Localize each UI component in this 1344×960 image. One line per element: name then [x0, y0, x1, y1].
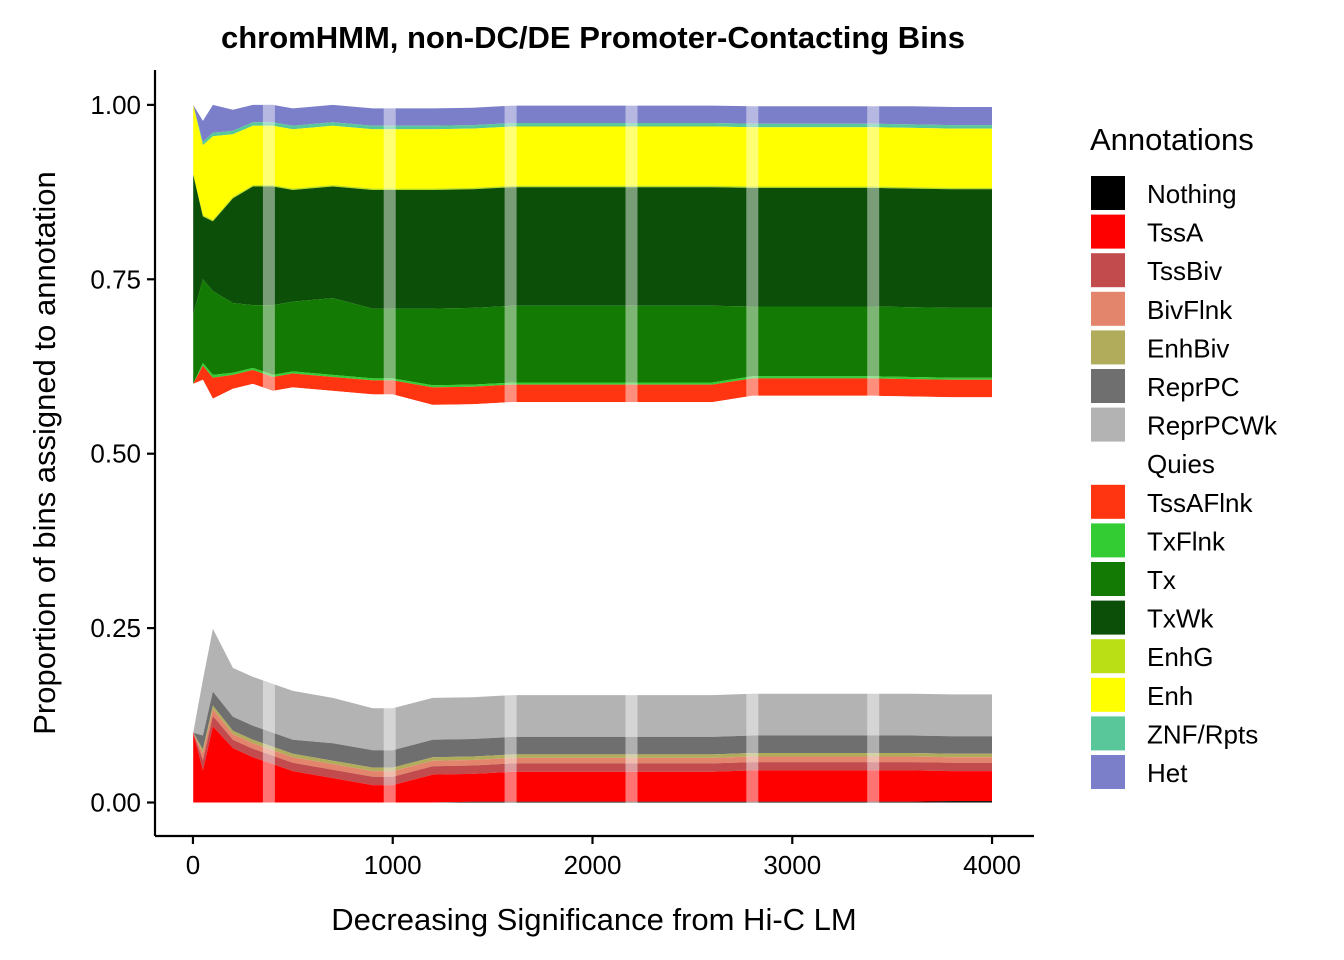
legend-title: Annotations — [1090, 122, 1254, 157]
legend-item: ZNF/Rpts — [1091, 716, 1258, 751]
legend-swatch — [1091, 446, 1125, 481]
legend-swatch — [1091, 600, 1125, 635]
y-tick-label: 0.75 — [90, 264, 141, 294]
legend-item: EnhBiv — [1091, 330, 1229, 365]
highlight-band-1 — [262, 104, 275, 803]
legend-swatch — [1091, 291, 1125, 326]
legend-item: EnhG — [1091, 639, 1214, 674]
legend-label: Het — [1147, 758, 1188, 788]
legend-swatch — [1091, 369, 1125, 403]
highlight-band-4 — [625, 104, 638, 803]
highlight-band-3 — [504, 104, 517, 803]
legend-label: TxFlnk — [1147, 526, 1226, 556]
x-axis-title: Decreasing Significance from Hi-C LM — [331, 902, 856, 937]
x-tick-label: 4000 — [963, 850, 1021, 880]
legend-item: Quies — [1091, 446, 1215, 481]
legend-label: EnhBiv — [1147, 333, 1229, 363]
chart-title: chromHMM, non-DC/DE Promoter-Contacting … — [221, 20, 965, 55]
legend-label: TssA — [1147, 218, 1204, 248]
area-znf-rpts — [193, 104, 992, 146]
legend-item: Enh — [1091, 677, 1193, 712]
legend-label: ZNF/Rpts — [1147, 719, 1258, 749]
plot-area — [193, 104, 992, 803]
legend-item: BivFlnk — [1091, 291, 1233, 326]
area-quies — [193, 379, 992, 733]
x-tick-label: 2000 — [564, 850, 622, 880]
area-tx — [193, 279, 992, 386]
legend-swatch — [1091, 253, 1125, 288]
legend-item: TssBiv — [1091, 253, 1222, 288]
legend-label: Enh — [1147, 681, 1193, 711]
area-tssbiv — [193, 716, 992, 786]
legend-label: Quies — [1147, 449, 1215, 479]
legend-items: Nothing TssA TssBiv BivFlnk EnhBiv ReprPC Repr… — [1091, 176, 1278, 789]
legend-swatch — [1091, 214, 1125, 249]
area-txwk — [193, 174, 992, 315]
x-ticks: 0 1000 2000 3000 4000 — [186, 836, 1021, 880]
legend-label: ReprPCWk — [1147, 411, 1278, 441]
legend-item: Tx — [1091, 562, 1176, 596]
highlight-bands — [262, 104, 880, 803]
area-tssaflnk — [193, 365, 992, 405]
area-enhbiv — [193, 705, 992, 772]
legend-label: ReprPC — [1147, 372, 1239, 402]
legend-item: TssAFlnk — [1091, 484, 1253, 519]
y-ticks: 0.00 0.25 0.50 0.75 1.00 — [90, 90, 155, 818]
legend-swatch — [1091, 330, 1125, 365]
legend: Annotations Nothing TssA TssBiv BivFlnk EnhB… — [1090, 122, 1278, 789]
axes: 0.00 0.25 0.50 0.75 1.00 0 1000 2000 3000 4000 — [90, 70, 1034, 880]
area-enh — [193, 104, 992, 220]
y-tick-label: 0.50 — [90, 439, 141, 469]
legend-swatch — [1091, 562, 1125, 596]
highlight-band-6 — [867, 104, 880, 803]
legend-item: Nothing — [1091, 176, 1237, 210]
x-tick-label: 1000 — [364, 850, 422, 880]
legend-label: EnhG — [1147, 642, 1214, 672]
legend-label: TssBiv — [1147, 256, 1222, 286]
area-txflnk — [193, 363, 992, 388]
legend-swatch — [1091, 677, 1125, 712]
area-reprpcwk — [193, 628, 992, 751]
area-reprpc — [193, 691, 992, 768]
area-tssa — [193, 726, 992, 803]
area-het — [193, 104, 992, 142]
legend-item: ReprPCWk — [1091, 407, 1278, 442]
area-bivflnk — [193, 709, 992, 777]
legend-item: TssA — [1091, 214, 1204, 249]
legend-swatch — [1091, 176, 1125, 210]
legend-label: TxWk — [1147, 604, 1214, 634]
y-tick-label: 0.00 — [90, 788, 141, 818]
legend-swatch — [1091, 523, 1125, 558]
legend-swatch — [1091, 755, 1125, 789]
legend-item: TxFlnk — [1091, 523, 1226, 558]
legend-item: ReprPC — [1091, 369, 1239, 403]
legend-swatch — [1091, 639, 1125, 674]
y-tick-label: 0.25 — [90, 613, 141, 643]
x-tick-label: 0 — [186, 850, 200, 880]
highlight-band-2 — [383, 104, 396, 803]
legend-label: Nothing — [1147, 179, 1237, 209]
legend-label: BivFlnk — [1147, 295, 1233, 325]
legend-item: Het — [1091, 755, 1188, 789]
legend-swatch — [1091, 407, 1125, 442]
area-nothing — [193, 801, 992, 803]
legend-item: TxWk — [1091, 600, 1214, 635]
x-tick-label: 3000 — [763, 850, 821, 880]
y-tick-label: 1.00 — [90, 90, 141, 120]
legend-swatch — [1091, 716, 1125, 751]
legend-label: TssAFlnk — [1147, 488, 1253, 518]
legend-swatch — [1091, 484, 1125, 519]
y-axis-title: Proportion of bins assigned to annotatio… — [27, 171, 62, 735]
legend-label: Tx — [1147, 565, 1176, 595]
highlight-band-5 — [746, 104, 759, 803]
